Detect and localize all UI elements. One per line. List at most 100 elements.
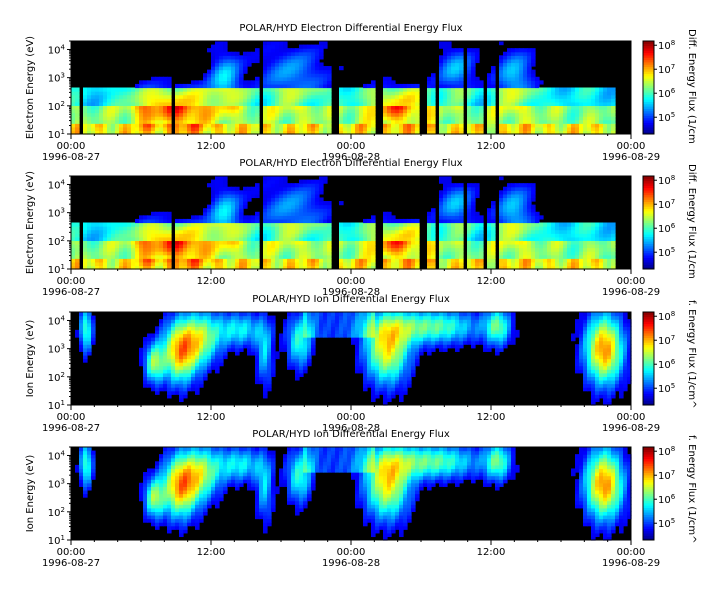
spectrogram-cell (467, 87, 472, 92)
spectrogram-cell (251, 51, 256, 56)
spectrogram-cell (451, 112, 456, 117)
spectrogram-cell (443, 247, 448, 252)
spectrogram-cell (371, 116, 376, 121)
spectrogram-cell (255, 126, 260, 132)
spectrogram-cell (503, 247, 508, 252)
spectrogram-cell (215, 251, 220, 256)
spectrogram-cell (211, 66, 216, 71)
spectrogram-cell (251, 126, 256, 132)
spectrogram-cell (347, 108, 352, 114)
spectrogram-cell (187, 312, 192, 317)
spectrogram-cell (111, 91, 116, 96)
spectrogram-cell (547, 243, 552, 249)
spectrogram-cell (343, 258, 348, 263)
spectrogram-cell (171, 340, 176, 345)
spectrogram-cell (607, 265, 612, 270)
spectrogram-cell (251, 101, 256, 106)
spectrogram-cell (167, 229, 172, 234)
spectrogram-cell (315, 208, 320, 213)
spectrogram-cell (183, 222, 188, 227)
spectrogram-cell (167, 387, 172, 392)
spectrogram-cell (167, 101, 172, 106)
spectrogram-cell (131, 94, 136, 99)
spectrogram-cell (551, 233, 556, 238)
spectrogram-cell (211, 87, 216, 92)
spectrogram-cell (299, 265, 304, 270)
spectrogram-cell (503, 101, 508, 106)
spectrogram-cell (303, 261, 308, 267)
spectrogram-cell (291, 190, 296, 195)
spectrogram-cell (175, 91, 180, 96)
spectrogram-cell (403, 98, 408, 103)
spectrogram-cell (607, 222, 612, 227)
spectrogram-cell (75, 98, 80, 103)
spectrogram-cell (523, 236, 528, 241)
spectrogram-cell (283, 112, 288, 117)
spectrogram-cell (279, 48, 284, 53)
spectrogram-cell (319, 80, 324, 85)
spectrogram-cell (191, 233, 196, 238)
spectrogram-cell (491, 229, 496, 234)
spectrogram-cell (263, 243, 268, 249)
spectrogram-cell (355, 261, 360, 267)
spectrogram-cell (471, 247, 476, 252)
spectrogram-cell (283, 193, 288, 199)
spectrogram-cell (191, 326, 196, 331)
spectrogram-cell (147, 119, 152, 124)
spectrogram-cell (327, 80, 332, 85)
spectrogram-cell (187, 222, 192, 227)
colorbar-segment (643, 180, 654, 184)
spectrogram-cell (239, 229, 244, 234)
spectrogram-cell (531, 130, 536, 135)
spectrogram-cell (431, 251, 436, 256)
spectrogram-cell (439, 116, 444, 121)
spectrogram-cell (323, 265, 328, 270)
spectrogram-cell (371, 119, 376, 124)
spectrogram-cell (191, 354, 196, 360)
spectrogram-cell (155, 344, 160, 349)
spectrogram-cell (123, 243, 128, 249)
spectrogram-cell (235, 91, 240, 96)
spectrogram-cell (71, 116, 76, 121)
spectrogram-cell (291, 218, 296, 224)
spectrogram-cell (359, 123, 364, 128)
spectrogram-cell (219, 108, 224, 114)
spectrogram-cell (539, 116, 544, 121)
spectrogram-cell (139, 347, 144, 352)
spectrogram-cell (347, 247, 352, 252)
spectrogram-cell (347, 112, 352, 117)
spectrogram-cell (147, 108, 152, 114)
spectrogram-cell (211, 55, 216, 60)
spectrogram-cell (207, 126, 212, 132)
spectrogram-cell (511, 261, 516, 267)
spectrogram-cell (87, 319, 92, 324)
spectrogram-cell (571, 254, 576, 259)
spectrogram-cell (543, 258, 548, 263)
spectrogram-cell (567, 243, 572, 249)
spectrogram-cell (275, 243, 280, 249)
spectrogram-cell (215, 112, 220, 117)
spectrogram-cell (255, 83, 260, 89)
spectrogram-cell (231, 66, 236, 71)
spectrogram-cell (135, 226, 140, 231)
spectrogram-cell (555, 94, 560, 99)
spectrogram-cell (587, 112, 592, 117)
spectrogram-cell (247, 254, 252, 259)
panel-3: POLAR/HYD Ion Differential Energy Flux10… (25, 294, 697, 434)
spectrogram-cell (307, 218, 312, 224)
colorbar-segment (643, 248, 654, 251)
spectrogram-cell (231, 108, 236, 114)
spectrogram-cell (159, 222, 164, 227)
y-tick-label: 104 (48, 43, 66, 56)
spectrogram-cell (247, 108, 252, 114)
spectrogram-cell (139, 101, 144, 106)
spectrogram-cell (127, 105, 132, 110)
spectrogram-cell (295, 73, 300, 78)
spectrogram-cell (519, 183, 524, 188)
spectrogram-cell (211, 119, 216, 124)
spectrogram-cell (187, 333, 192, 338)
spectrogram-cell (235, 229, 240, 234)
spectrogram-cell (511, 247, 516, 252)
spectrogram-cell (75, 251, 80, 256)
spectrogram-cell (355, 116, 360, 121)
